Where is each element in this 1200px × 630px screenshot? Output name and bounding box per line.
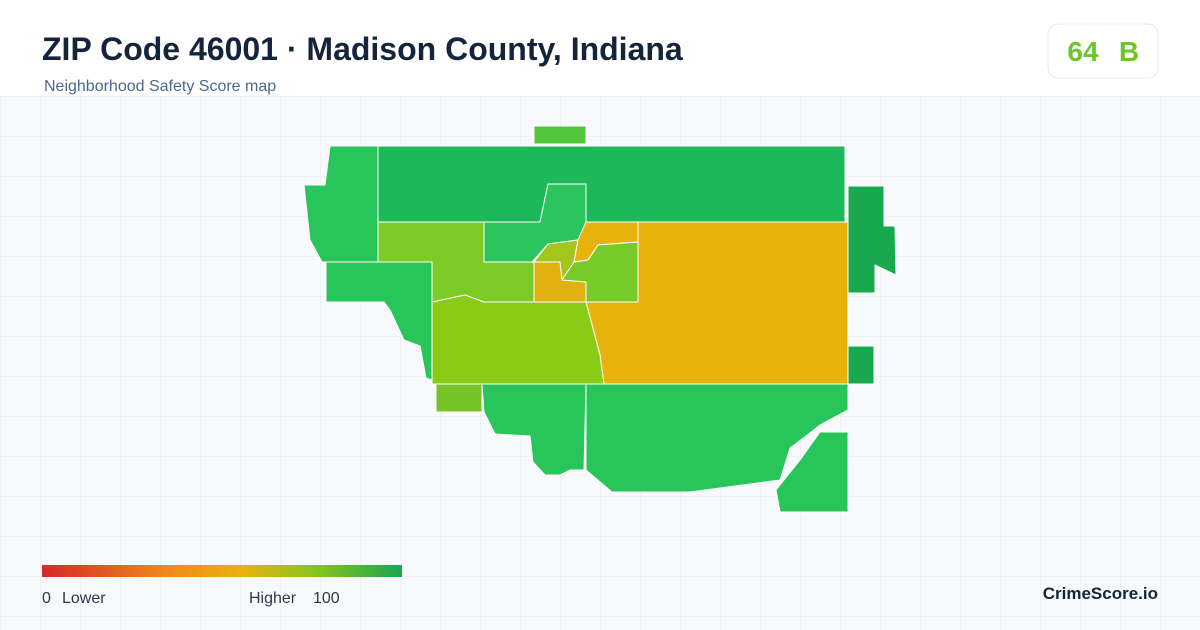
region xyxy=(847,185,897,294)
legend-min: 0 xyxy=(42,590,51,607)
region xyxy=(303,145,379,263)
legend-bar xyxy=(42,565,402,577)
title: ZIP Code 46001 · Madison County, Indiana xyxy=(42,31,683,67)
brand: CrimeScore.io xyxy=(1043,584,1158,603)
legend-max-label: Higher xyxy=(249,590,297,607)
region xyxy=(847,345,875,385)
score-value: 64 xyxy=(1067,36,1099,67)
region xyxy=(435,383,483,413)
region xyxy=(533,125,587,145)
region xyxy=(585,383,849,493)
region xyxy=(481,383,587,476)
score-grade: B xyxy=(1119,36,1139,67)
subtitle: Neighborhood Safety Score map xyxy=(44,78,276,95)
header-band xyxy=(0,0,1200,96)
region xyxy=(775,431,849,513)
score-badge xyxy=(1047,23,1159,79)
legend-max: 100 xyxy=(313,590,340,607)
legend-min-label: Lower xyxy=(62,590,106,607)
region xyxy=(377,145,846,223)
zip-map xyxy=(303,125,897,513)
region xyxy=(431,294,605,385)
